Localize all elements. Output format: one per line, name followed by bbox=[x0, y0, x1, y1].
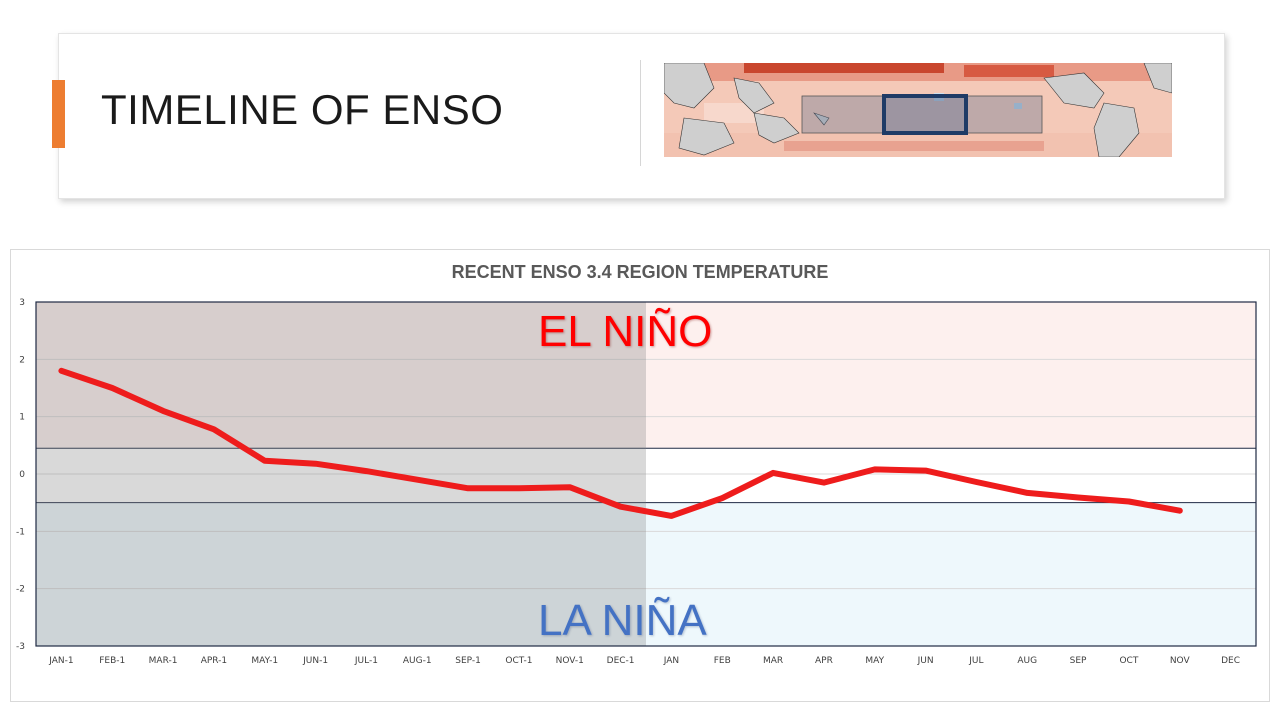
x-tick-label: DEC-1 bbox=[607, 656, 635, 666]
data-point bbox=[567, 484, 573, 490]
el-nino-band bbox=[36, 302, 1256, 449]
data-point bbox=[973, 479, 979, 485]
y-tick-label: 2 bbox=[19, 355, 25, 365]
data-point bbox=[109, 385, 115, 391]
x-tick-label: AUG bbox=[1017, 656, 1037, 666]
data-point bbox=[923, 468, 929, 474]
x-tick-label: JUL bbox=[968, 656, 983, 666]
data-point bbox=[313, 461, 319, 467]
x-tick-label: NOV bbox=[1170, 656, 1191, 666]
data-point bbox=[719, 495, 725, 501]
data-point bbox=[668, 513, 674, 519]
data-point bbox=[363, 468, 369, 474]
data-point bbox=[872, 466, 878, 472]
x-tick-label: OCT bbox=[1119, 656, 1138, 666]
y-tick-label: 0 bbox=[19, 470, 25, 480]
x-tick-label: APR bbox=[815, 656, 833, 666]
data-point bbox=[211, 426, 217, 432]
data-point bbox=[58, 368, 64, 374]
x-tick-label: SEP-1 bbox=[455, 656, 481, 666]
data-point bbox=[1177, 508, 1183, 514]
x-tick-label: DEC bbox=[1221, 656, 1240, 666]
data-point bbox=[1126, 499, 1132, 505]
x-tick-label: AUG-1 bbox=[403, 656, 432, 666]
x-tick-label: JUN-1 bbox=[302, 656, 328, 666]
y-tick-label: -2 bbox=[16, 585, 25, 595]
past-period-shade bbox=[36, 302, 646, 646]
x-tick-label: JAN-1 bbox=[48, 656, 73, 666]
y-tick-label: 1 bbox=[19, 413, 25, 423]
x-tick-label: MAY bbox=[865, 656, 884, 666]
data-point bbox=[770, 470, 776, 476]
x-tick-label: APR-1 bbox=[201, 656, 227, 666]
x-tick-label: JUL-1 bbox=[354, 656, 378, 666]
data-point bbox=[465, 485, 471, 491]
accent-bar bbox=[52, 80, 65, 148]
x-tick-label: MAR-1 bbox=[149, 656, 178, 666]
x-tick-label: MAY-1 bbox=[251, 656, 278, 666]
title-divider bbox=[640, 60, 641, 166]
x-tick-label: FEB bbox=[714, 656, 731, 666]
plot-area-border bbox=[35, 301, 1257, 647]
data-point bbox=[1024, 490, 1030, 496]
x-tick-label: OCT-1 bbox=[505, 656, 532, 666]
slide-title: TIMELINE OF ENSO bbox=[101, 86, 504, 133]
la-nina-band bbox=[36, 502, 1256, 646]
data-point bbox=[618, 504, 624, 510]
x-tick-label: JAN bbox=[663, 656, 679, 666]
data-point bbox=[1075, 495, 1081, 501]
x-tick-label: JUN bbox=[917, 656, 934, 666]
y-tick-label: 3 bbox=[19, 298, 25, 308]
y-tick-label: -1 bbox=[16, 527, 25, 537]
x-tick-label: NOV-1 bbox=[556, 656, 584, 666]
x-tick-label: SEP bbox=[1070, 656, 1087, 666]
chart-title: RECENT ENSO 3.4 REGION TEMPERATURE bbox=[451, 262, 829, 282]
x-tick-label: FEB-1 bbox=[99, 656, 125, 666]
el-nino-label: EL NIÑO bbox=[538, 307, 713, 356]
data-point bbox=[821, 480, 827, 486]
sst-anomaly-map-icon bbox=[664, 63, 1172, 157]
data-point bbox=[262, 458, 268, 464]
data-point bbox=[160, 408, 166, 414]
y-tick-label: -3 bbox=[16, 642, 25, 652]
la-nina-label: LA NIÑA bbox=[538, 596, 707, 645]
x-tick-label: MAR bbox=[763, 656, 783, 666]
data-point bbox=[516, 485, 522, 491]
data-point bbox=[414, 477, 420, 483]
